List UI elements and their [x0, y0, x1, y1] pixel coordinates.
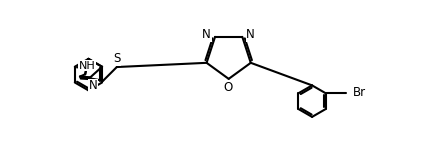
Text: S: S	[113, 52, 120, 65]
Text: N: N	[202, 28, 211, 41]
Text: NH: NH	[78, 61, 95, 71]
Text: Br: Br	[353, 86, 366, 99]
Text: N: N	[89, 79, 97, 92]
Text: N: N	[246, 28, 255, 41]
Text: O: O	[223, 81, 232, 94]
